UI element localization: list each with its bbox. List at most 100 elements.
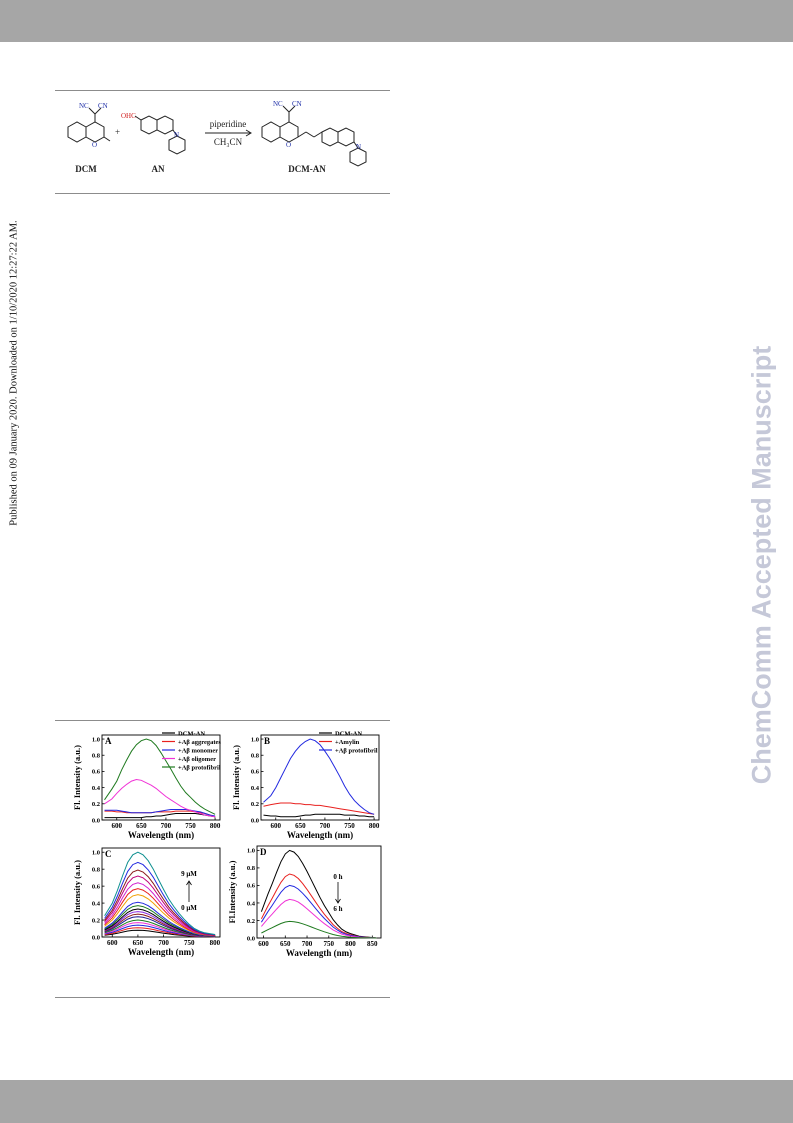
dcm-label: DCM xyxy=(75,164,97,174)
y-tick-label: 1.0 xyxy=(251,736,259,743)
publication-side-note: Published on 09 January 2020. Downloaded… xyxy=(2,220,20,525)
reagent-label: piperidine xyxy=(210,119,247,129)
y-tick-label: 0.6 xyxy=(92,769,101,776)
legend-label: +Aβ monomer xyxy=(178,747,218,754)
x-tick-label: 750 xyxy=(185,822,196,830)
y-tick-label: 0.2 xyxy=(92,917,100,924)
series-line-5 xyxy=(261,920,377,939)
y-tick-label: 1.0 xyxy=(92,850,100,857)
chart-panel-d: 600 650 700 750 800 850 0.0 0.2 0.4 0.6 0.8 1.0 Wave… xyxy=(227,845,382,958)
legend-label: +Aβ protofibril xyxy=(178,764,221,771)
scheme-top-rule xyxy=(55,90,390,91)
x-tick-label: 600 xyxy=(112,822,123,830)
series-line-3 xyxy=(104,809,216,817)
plot-frame xyxy=(101,847,221,938)
x-axis-label: Wavelength (nm) xyxy=(287,830,353,840)
publication-side-note-text: Published on 09 January 2020. Downloaded… xyxy=(8,220,20,526)
an-ohc-label: OHC xyxy=(121,112,136,120)
dcm-nc-label: NC xyxy=(79,102,89,110)
y-tick-label: 0.8 xyxy=(92,866,101,873)
concentration-arrowhead xyxy=(186,880,192,886)
an-n-label: N xyxy=(174,131,179,139)
bottom-footer-bar xyxy=(0,1080,793,1123)
dcm-o-label: O xyxy=(92,141,97,149)
series-line-3 xyxy=(263,738,375,815)
legend-label: +Aβ protofibril xyxy=(335,747,378,754)
y-tick-label: 0.2 xyxy=(251,801,259,808)
legend-label: DCM-AN xyxy=(335,730,362,737)
watermark-text: ChemComm Accepted Manuscript xyxy=(746,345,777,785)
x-tick-label: 700 xyxy=(158,939,169,947)
x-tick-label: 750 xyxy=(184,939,195,947)
legend-label: +Aβ aggregates xyxy=(178,739,221,746)
spectra-figure: 600 650 700 750 800 0.0 0.2 0.4 0.6 0.8 1.0 Wavelen… xyxy=(72,730,382,958)
series-line-17 xyxy=(104,861,215,936)
series-line-4 xyxy=(261,898,377,939)
y-tick-label: 1.0 xyxy=(247,848,255,855)
dcm-cn-label: CN xyxy=(98,102,108,110)
series-line-18 xyxy=(104,851,215,935)
series-line-1 xyxy=(263,813,375,818)
y-tick-label: 0.0 xyxy=(247,935,255,942)
y-tick-label: 0.0 xyxy=(92,817,100,824)
y-tick-label: 1.0 xyxy=(92,736,100,743)
y-tick-label: 0.4 xyxy=(247,900,256,907)
chart-panel-c: 600 650 700 750 800 0.0 0.2 0.4 0.6 0.8 1.0 Wavelen… xyxy=(72,847,221,957)
chart-panel-a: 600 650 700 750 800 0.0 0.2 0.4 0.6 0.8 1.0 Wavelen… xyxy=(72,730,221,840)
dcmAN-cn-label: CN xyxy=(292,100,302,108)
panel-letter: B xyxy=(264,736,270,746)
dcmAN-n-label: N xyxy=(356,143,361,151)
scheme-bottom-rule xyxy=(55,193,390,194)
series-line-2 xyxy=(263,802,375,815)
x-tick-label: 850 xyxy=(367,940,378,948)
y-axis-label: Fl. Intensity (a.u.) xyxy=(231,745,241,810)
x-axis-label: Wavelength (nm) xyxy=(128,830,194,840)
x-tick-label: 650 xyxy=(280,940,291,948)
panel-letter: C xyxy=(105,849,112,859)
y-tick-label: 0.4 xyxy=(92,900,101,907)
series-line-1 xyxy=(104,813,216,819)
dcmAN-nc-label: NC xyxy=(273,100,283,108)
panel-letter: A xyxy=(105,736,112,746)
time-arrowhead xyxy=(335,898,341,904)
y-axis-label: Fl. Intensity (a.u.) xyxy=(72,745,82,810)
dcm-an-label: DCM-AN xyxy=(288,164,326,174)
x-tick-label: 650 xyxy=(136,822,147,830)
plot-frame xyxy=(256,845,382,939)
x-axis-label: Wavelength (nm) xyxy=(128,947,194,957)
x-tick-label: 600 xyxy=(271,822,282,830)
y-tick-label: 0.0 xyxy=(251,817,259,824)
x-tick-label: 750 xyxy=(344,822,355,830)
panel-letter: D xyxy=(260,847,267,857)
y-tick-label: 0.8 xyxy=(247,865,256,872)
y-tick-label: 0.2 xyxy=(247,918,255,925)
series-line-3 xyxy=(260,884,377,939)
series-line-14 xyxy=(104,882,215,936)
x-tick-label: 800 xyxy=(369,822,380,830)
x-axis-label: Wavelength (nm) xyxy=(286,948,352,958)
y-tick-label: 0.8 xyxy=(251,753,260,760)
concentration-bottom-label: 0 μM xyxy=(181,904,197,912)
y-tick-label: 0.4 xyxy=(251,785,260,792)
x-tick-label: 750 xyxy=(324,940,335,948)
top-header-bar xyxy=(0,0,793,42)
plus-sign: + xyxy=(115,127,120,137)
x-tick-label: 650 xyxy=(133,939,144,947)
x-tick-label: 700 xyxy=(161,822,172,830)
y-tick-label: 0.6 xyxy=(247,883,256,890)
an-label: AN xyxy=(152,164,165,174)
accepted-manuscript-watermark: ChemComm Accepted Manuscript xyxy=(747,346,777,785)
x-tick-label: 800 xyxy=(210,939,221,947)
x-tick-label: 600 xyxy=(258,940,269,948)
x-tick-label: 800 xyxy=(345,940,356,948)
y-tick-label: 0.0 xyxy=(92,934,100,941)
legend-label: +Aβ oligomer xyxy=(178,756,216,763)
x-tick-label: 650 xyxy=(295,822,306,830)
y-axis-label: Fl. Intensity (a.u.) xyxy=(72,860,82,925)
series-line-2 xyxy=(260,873,377,939)
y-tick-label: 0.2 xyxy=(92,801,100,808)
chart-panel-b: 600 650 700 750 800 0.0 0.2 0.4 0.6 0.8 1.0 Wavelen… xyxy=(231,730,380,840)
y-tick-label: 0.6 xyxy=(92,883,101,890)
series-line-1 xyxy=(260,849,377,939)
legend-label: +Amylin xyxy=(335,739,360,746)
